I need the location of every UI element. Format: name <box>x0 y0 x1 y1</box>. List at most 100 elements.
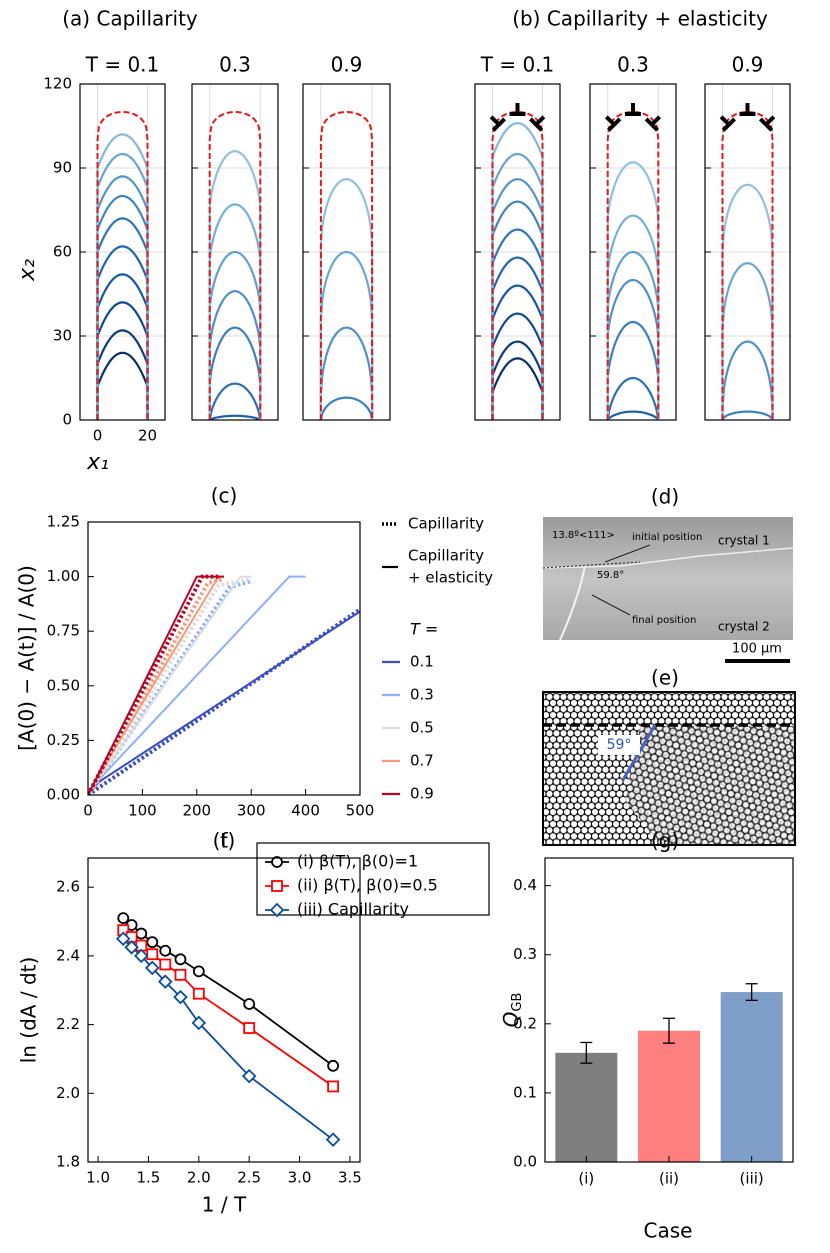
profile-curve <box>96 133 149 420</box>
profile-curve <box>606 376 660 420</box>
marker <box>174 968 187 981</box>
x-tick-label: (iii) <box>740 1170 764 1188</box>
boundary-final <box>559 565 586 641</box>
dislocation <box>719 115 736 132</box>
x-tick-label: (ii) <box>659 1170 679 1188</box>
y-axis-label: ln (dA / dt) <box>17 957 41 1064</box>
marker <box>191 1015 207 1031</box>
profile-curve <box>208 250 262 420</box>
profile-curve <box>96 245 149 420</box>
frame <box>542 691 796 846</box>
y-tick-label: 1.8 <box>56 1153 80 1171</box>
y-tick-label: 30 <box>53 327 72 345</box>
angle-label: 59.8° <box>597 570 624 581</box>
plot-area <box>96 111 149 420</box>
scale-label: 100 μm <box>732 642 782 657</box>
y-tick-label: 2.0 <box>56 1084 80 1102</box>
subplot-title: T = 0.1 <box>85 53 160 77</box>
x-tick-label: 300 <box>237 802 266 820</box>
profile-curve <box>491 152 544 420</box>
series-line <box>88 575 224 795</box>
x-axis-label: x₁ <box>86 450 109 475</box>
profile-curve <box>319 396 374 420</box>
marker <box>325 1132 341 1147</box>
subplot-title: 0.9 <box>732 53 764 77</box>
profile-curve <box>208 382 262 420</box>
axes-frame <box>302 83 391 421</box>
y-axis-label-main: Q <box>499 1012 523 1028</box>
y-tick-label: 0.25 <box>47 731 80 749</box>
legend-label: 0.1 <box>410 653 434 671</box>
profile-curve <box>491 340 544 420</box>
y-tick-label: 1.00 <box>47 567 80 585</box>
reference-line <box>542 561 641 569</box>
profile-curve <box>96 351 149 420</box>
series-line <box>88 576 225 795</box>
subplot-title: 0.9 <box>331 53 363 77</box>
panel-title: (e) <box>651 666 679 690</box>
profile-curve <box>721 262 774 420</box>
y-tick-label: 60 <box>53 243 72 261</box>
marker <box>173 989 188 1005</box>
profile-curve <box>96 329 149 420</box>
profile-curve <box>208 150 262 420</box>
y-tick-label: 0.2 <box>513 1014 537 1032</box>
profile-curve <box>491 312 544 420</box>
marker <box>271 880 283 892</box>
y-tick-label: 0.4 <box>513 876 537 894</box>
marker <box>115 931 131 946</box>
marker <box>135 927 148 940</box>
final-label: final position <box>632 615 696 626</box>
marker <box>243 998 256 1010</box>
dislocation <box>509 103 526 116</box>
y-tick-label: 1.25 <box>47 513 80 531</box>
profile-curve <box>491 228 544 420</box>
x-tick-label: 1.5 <box>137 1169 161 1187</box>
legend-label: Capillarity <box>408 547 484 565</box>
marker <box>241 1068 257 1084</box>
plot-area <box>319 111 374 420</box>
dislocation <box>739 103 756 116</box>
orientation-label: 13.8º<111> <box>552 530 615 541</box>
profile-curve <box>491 357 544 420</box>
dislocation-base <box>759 117 774 132</box>
y-tick-label: 120 <box>43 75 72 93</box>
profile-curve <box>96 217 149 420</box>
y-tick-label: 0.0 <box>513 1153 537 1171</box>
plot-area <box>721 111 774 420</box>
x-tick-label: 0 <box>83 802 93 820</box>
pointer <box>604 544 651 563</box>
marker <box>174 953 187 966</box>
marker <box>124 940 139 955</box>
marker <box>243 1022 256 1034</box>
axes-frame <box>704 83 791 421</box>
profile-curve <box>319 326 374 420</box>
legend-label: + elasticity <box>408 569 493 587</box>
axes-frame <box>87 521 361 796</box>
profile-curve <box>491 122 544 420</box>
pointer <box>591 594 631 616</box>
y-tick-label: 0.3 <box>513 945 537 963</box>
x-tick-label: (i) <box>578 1170 594 1188</box>
axes-frame <box>544 857 794 1163</box>
x-tick-label: 500 <box>346 802 375 820</box>
initial-boundary <box>96 111 149 420</box>
x-tick-label: 400 <box>291 802 320 820</box>
marker <box>144 960 160 976</box>
profile-curve <box>96 273 149 420</box>
y-axis-label: [A(0) − A(t)] / A(0) <box>15 565 39 751</box>
profile-curve <box>96 152 149 420</box>
profile-curve <box>606 410 660 420</box>
profile-curve <box>606 320 660 420</box>
x-tick-label: 2.5 <box>237 1169 261 1187</box>
y-axis-label: x₂ <box>15 259 40 282</box>
x-tick-label: 20 <box>138 427 157 445</box>
x-tick-label: 1.0 <box>86 1169 110 1187</box>
y-tick-label: 0.75 <box>47 622 80 640</box>
initial-boundary <box>319 111 374 420</box>
profile-curve <box>606 250 660 420</box>
profile-curve <box>606 214 660 420</box>
grain-region <box>625 726 795 845</box>
boundary-initial <box>542 547 794 569</box>
